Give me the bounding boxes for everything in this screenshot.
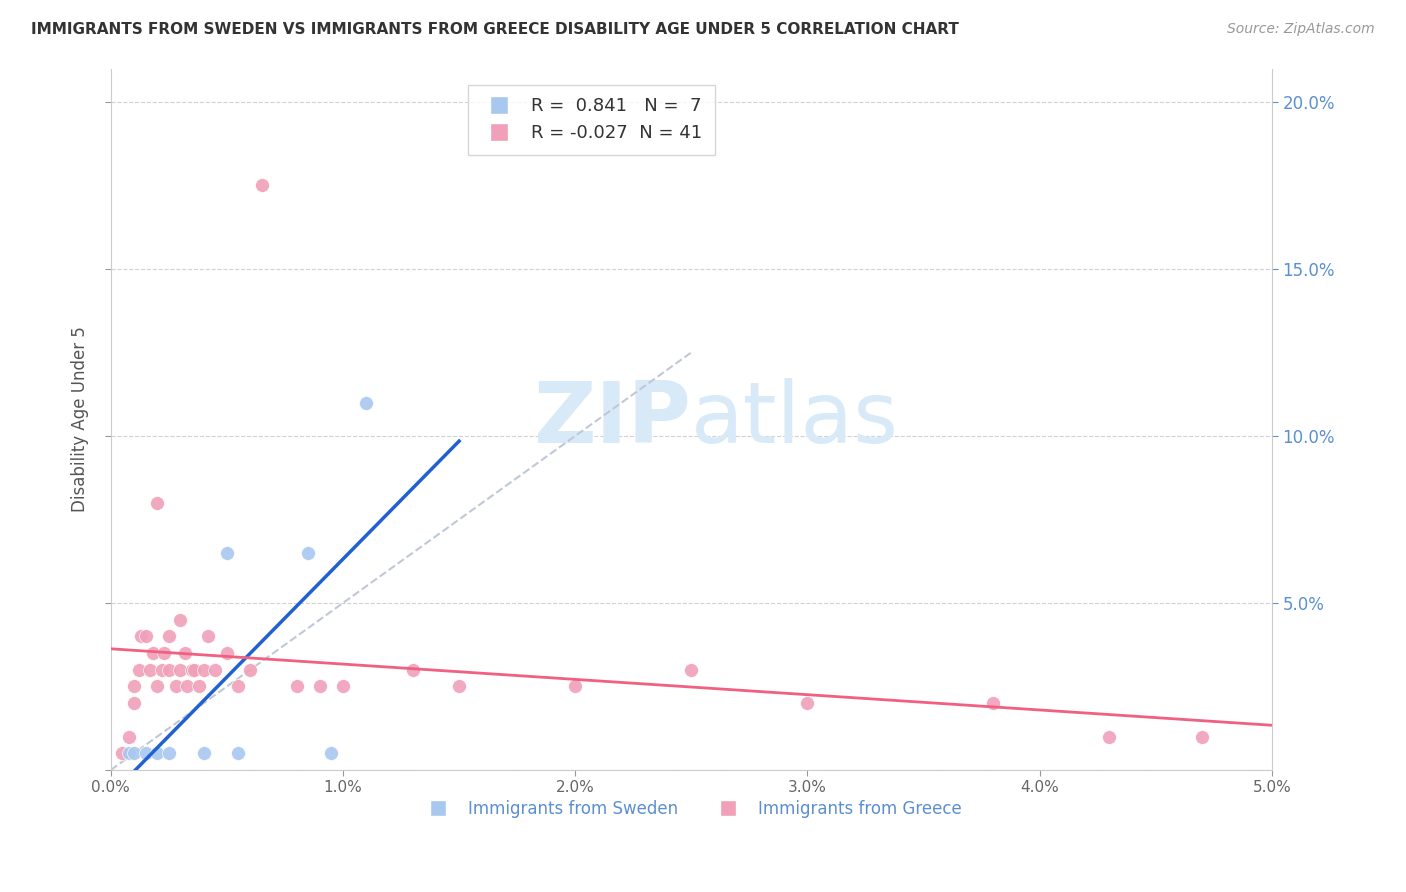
Point	[139, 663, 162, 677]
Point	[118, 730, 141, 744]
Point	[128, 663, 150, 677]
Point	[135, 747, 157, 761]
Point	[165, 680, 187, 694]
Point	[193, 663, 215, 677]
Point	[215, 646, 238, 660]
Point	[564, 680, 586, 694]
Point	[122, 696, 145, 710]
Point	[135, 629, 157, 643]
Point	[228, 680, 250, 694]
Point	[796, 696, 818, 710]
Y-axis label: Disability Age Under 5: Disability Age Under 5	[72, 326, 89, 512]
Point	[321, 747, 343, 761]
Text: Source: ZipAtlas.com: Source: ZipAtlas.com	[1227, 22, 1375, 37]
Point	[122, 680, 145, 694]
Point	[981, 696, 1004, 710]
Point	[118, 747, 141, 761]
Point	[183, 663, 205, 677]
Point	[142, 646, 165, 660]
Point	[297, 546, 319, 560]
Point	[1098, 730, 1121, 744]
Point	[332, 680, 354, 694]
Point	[1191, 730, 1213, 744]
Text: ZIP: ZIP	[533, 377, 692, 461]
Point	[111, 747, 134, 761]
Point	[153, 646, 176, 660]
Legend: Immigrants from Sweden, Immigrants from Greece: Immigrants from Sweden, Immigrants from …	[415, 794, 969, 825]
Point	[146, 496, 169, 510]
Point	[285, 680, 308, 694]
Point	[188, 680, 211, 694]
Point	[122, 747, 145, 761]
Point	[169, 663, 191, 677]
Point	[129, 629, 152, 643]
Point	[157, 663, 180, 677]
Point	[449, 680, 471, 694]
Point	[197, 629, 219, 643]
Text: IMMIGRANTS FROM SWEDEN VS IMMIGRANTS FROM GREECE DISABILITY AGE UNDER 5 CORRELAT: IMMIGRANTS FROM SWEDEN VS IMMIGRANTS FRO…	[31, 22, 959, 37]
Text: atlas: atlas	[692, 377, 900, 461]
Point	[176, 680, 198, 694]
Point	[239, 663, 262, 677]
Point	[228, 747, 250, 761]
Point	[169, 613, 191, 627]
Point	[250, 178, 273, 193]
Point	[157, 629, 180, 643]
Point	[681, 663, 703, 677]
Point	[181, 663, 204, 677]
Point	[193, 747, 215, 761]
Point	[401, 663, 423, 677]
Point	[308, 680, 330, 694]
Point	[174, 646, 197, 660]
Point	[157, 747, 180, 761]
Point	[215, 546, 238, 560]
Point	[146, 747, 169, 761]
Point	[204, 663, 226, 677]
Point	[146, 680, 169, 694]
Point	[150, 663, 173, 677]
Point	[354, 395, 377, 409]
